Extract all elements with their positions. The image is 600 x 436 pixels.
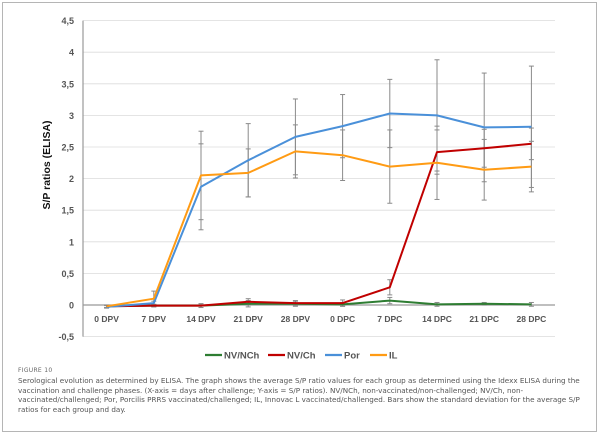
x-tick-label: 0 DPV [94, 314, 119, 324]
figure-caption: FIGURE 10 Serological evolution as deter… [18, 367, 588, 414]
legend-label: NV/Ch [287, 351, 316, 362]
legend-label: Por [344, 351, 360, 362]
x-tick-label: 28 DPV [281, 314, 311, 324]
y-tick-label: -0,5 [58, 332, 74, 342]
legend-item: NV/Ch [268, 351, 316, 362]
y-tick-label: 0,5 [61, 269, 74, 279]
x-tick-label: 21 DPC [469, 314, 499, 324]
x-tick-label: 21 DPV [234, 314, 264, 324]
figure-label: FIGURE 10 [18, 367, 53, 374]
series-lines [106, 112, 532, 308]
y-tick-label: 1,5 [61, 206, 74, 216]
figure-frame [2, 2, 597, 432]
x-tick-label: 7 DPC [377, 314, 402, 324]
x-tick-label: 7 DPV [142, 314, 167, 324]
y-axis: -0,5 0 0,5 1 1,5 2 2,5 3 3,5 4 4,5 [58, 16, 84, 342]
y-tick-label: 4,5 [61, 16, 74, 26]
line-chart: -0,5 0 0,5 1 1,5 2 2,5 3 3,5 4 4,5 0 DPV 7 DPV 14 DP… [41, 16, 555, 362]
y-tick-label: 4 [69, 48, 74, 58]
legend-label: IL [389, 351, 398, 362]
y-axis-title: S/P ratios (ELISA) [41, 120, 53, 209]
y-tick-label: 2,5 [61, 143, 74, 153]
x-tick-label: 14 DPC [422, 314, 452, 324]
legend-item: IL [370, 351, 398, 362]
error-bars [104, 59, 534, 309]
series-line-il [106, 150, 532, 308]
x-tick-label: 0 DPC [330, 314, 355, 324]
x-tick-label: 14 DPV [186, 314, 216, 324]
x-axis: 0 DPV 7 DPV 14 DPV 21 DPV 28 DPV 0 DPC 7 DPC 14… [83, 304, 555, 324]
legend-item: NV/NCh [205, 351, 260, 362]
series-line-por [106, 112, 532, 308]
y-tick-label: 3,5 [61, 79, 74, 89]
chart-legend: NV/NCh NV/Ch Por IL [205, 351, 398, 362]
series-line-nvch [106, 142, 532, 308]
legend-item: Por [325, 351, 360, 362]
y-tick-label: 2 [69, 174, 74, 184]
x-tick-label: 28 DPC [517, 314, 547, 324]
y-tick-label: 3 [69, 111, 74, 121]
y-tick-label: 1 [69, 237, 74, 247]
gridlines [83, 20, 555, 338]
legend-label: NV/NCh [224, 351, 260, 362]
caption-text: Serological evolution as determined by E… [18, 376, 580, 414]
y-tick-label: 0 [69, 301, 74, 311]
